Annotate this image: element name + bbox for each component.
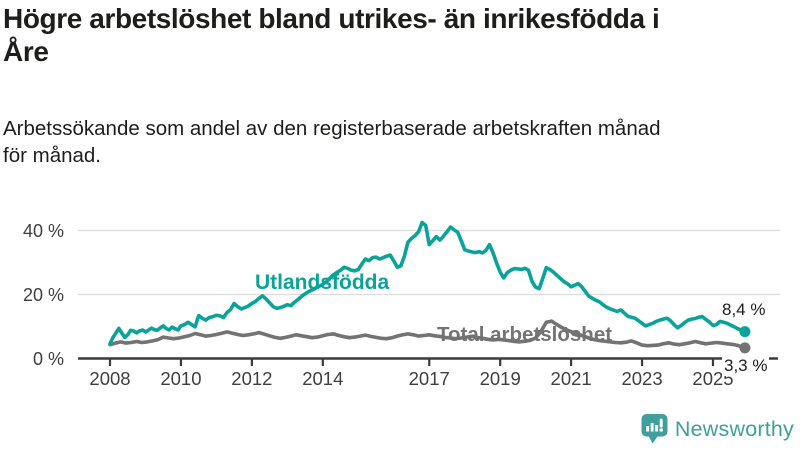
x-tick-label: 2017 bbox=[408, 368, 450, 389]
newsworthy-logo: Newsworthy bbox=[641, 412, 794, 446]
subtitle-line-1: Arbetssökande som andel av den registerb… bbox=[3, 117, 661, 140]
page-title: Högre arbetslöshet bland utrikes- än inr… bbox=[3, 2, 793, 68]
bar-chart-speech-bubble-icon bbox=[641, 414, 668, 444]
series-end-dot bbox=[739, 342, 751, 354]
y-tick-label: 40 % bbox=[22, 220, 64, 241]
end-value-label-total: 3,3 % bbox=[722, 356, 770, 376]
series-line bbox=[108, 220, 747, 346]
y-tick-label: 20 % bbox=[22, 284, 64, 305]
x-tick-label: 2014 bbox=[302, 368, 344, 389]
x-tick-label: 2008 bbox=[89, 368, 131, 389]
title-line-2: Åre bbox=[3, 36, 49, 67]
title-line-1: Högre arbetslöshet bland utrikes- än inr… bbox=[3, 3, 660, 34]
series-end-dot bbox=[739, 326, 751, 338]
series-line bbox=[108, 319, 747, 350]
x-tick-label: 2012 bbox=[231, 368, 273, 389]
end-value-label-utlandsfodda: 8,4 % bbox=[722, 300, 766, 319]
x-tick-label: 2023 bbox=[621, 368, 663, 389]
logo-text: Newsworthy bbox=[674, 416, 794, 441]
subtitle-line-2: för månad. bbox=[3, 144, 101, 167]
chart-subtitle: Arbetssökande som andel av den registerb… bbox=[3, 115, 793, 169]
y-tick-label: 0 % bbox=[32, 348, 64, 369]
x-tick-label: 2010 bbox=[160, 368, 202, 389]
x-tick-label: 2021 bbox=[550, 368, 592, 389]
series-label-utlandsfodda: Utlandsfödda bbox=[255, 271, 390, 294]
x-tick-label: 2019 bbox=[479, 368, 521, 389]
series-label-total-arbetsloshet: Total arbetslöshet bbox=[437, 323, 613, 346]
